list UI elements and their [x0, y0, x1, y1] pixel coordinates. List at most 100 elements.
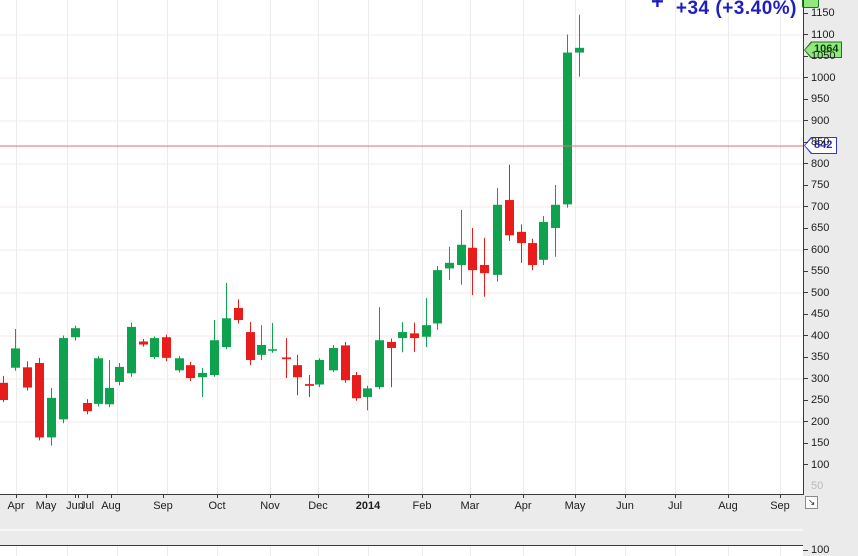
candle-up — [493, 204, 502, 275]
time-axis-tick — [575, 494, 576, 498]
price-axis-tick — [803, 77, 808, 78]
price-axis-tick — [803, 227, 808, 229]
time-axis-label: Aug — [718, 500, 738, 512]
candle-down — [468, 247, 477, 271]
candle-down — [517, 231, 526, 244]
time-axis-label: Oct — [208, 500, 226, 512]
time-axis-label: Aug — [101, 500, 121, 512]
price-axis-tick — [803, 184, 808, 186]
candle-up — [210, 340, 219, 376]
candlestick-chart — [0, 0, 803, 494]
time-axis-tick — [422, 494, 423, 498]
price-axis-label: 600 — [811, 243, 830, 256]
time-axis-label: 2014 — [355, 500, 381, 512]
price-axis-label: 750 — [811, 179, 830, 191]
volume-subpane — [0, 546, 803, 556]
candle-up — [363, 388, 372, 397]
price-axis-label: 900 — [811, 114, 830, 127]
candle-up — [105, 387, 114, 405]
candle-down — [83, 403, 92, 412]
candle-down — [35, 363, 44, 438]
subpane-gridline — [625, 546, 626, 556]
time-axis-tick — [625, 494, 626, 498]
last-price-tag-fill — [805, 42, 841, 58]
subpane-gridline — [575, 546, 576, 556]
time-axis-tick — [217, 494, 218, 498]
candle-down — [162, 337, 171, 358]
price-axis-tick — [803, 313, 808, 315]
price-axis-tick — [803, 34, 808, 35]
time-axis-label: May — [35, 500, 57, 512]
price-axis-label: 450 — [811, 308, 830, 320]
time-axis-label: May — [564, 500, 586, 512]
price-axis-tick — [803, 206, 808, 207]
time-axis-label: Dec — [308, 500, 328, 512]
chart-border-right — [803, 0, 804, 495]
candle-up — [445, 262, 454, 269]
subpane-gridline — [470, 546, 471, 556]
price-axis: 1064 842 100 1150 1100 1050 1000 950 900 850 80… — [802, 0, 858, 556]
candle-down — [341, 345, 350, 381]
candle-down — [505, 200, 514, 236]
price-axis-label: 1150 — [811, 7, 835, 19]
subpane-gridline — [67, 546, 68, 556]
candle-up — [47, 397, 56, 438]
price-axis-tick — [803, 378, 808, 379]
price-axis-label: 100 — [811, 458, 830, 471]
time-axis-tick — [728, 494, 729, 498]
price-axis-tick — [803, 292, 808, 293]
time-axis-tick — [16, 494, 17, 498]
price-axis-tick — [803, 12, 808, 14]
time-axis-label: Jun — [616, 500, 634, 512]
candle-up — [11, 348, 20, 368]
candle-down — [352, 375, 361, 399]
time-axis-label: Sep — [770, 500, 790, 512]
candle-down — [293, 365, 302, 378]
price-axis-tick — [803, 399, 808, 401]
price-axis-label: 350 — [811, 351, 830, 363]
candle-down — [0, 382, 8, 400]
price-axis-label: 1000 — [811, 71, 836, 84]
resize-handle-icon[interactable]: ↘ — [805, 496, 818, 509]
price-axis-tick — [803, 141, 808, 143]
candlestick-chart-pane: + +34 (+3.40%) — [0, 0, 803, 494]
candle-up — [551, 204, 560, 228]
subpane-gridline — [728, 546, 729, 556]
ref-price-tag-value: 842 — [814, 138, 833, 151]
price-axis-label: 700 — [811, 200, 830, 213]
price-axis-label: 500 — [811, 286, 830, 299]
time-axis-tick — [270, 494, 271, 498]
subpane-gridline — [368, 546, 369, 556]
last-price-tag-value: 1064 — [814, 43, 839, 56]
candle-down — [246, 332, 255, 361]
candle-down — [480, 264, 489, 274]
candle-up — [329, 347, 338, 371]
time-axis-label: Mar — [460, 500, 480, 512]
subpane-gridline — [16, 546, 17, 556]
candle-down — [282, 357, 291, 360]
candle-down — [186, 365, 195, 379]
price-axis-tick — [803, 98, 808, 100]
candle-up — [59, 338, 68, 420]
time-axis-tick — [470, 494, 471, 498]
candle-down — [139, 341, 148, 345]
candle-up — [222, 318, 231, 348]
time-axis-tick — [111, 494, 112, 498]
chart-border-bottom — [0, 494, 804, 495]
time-axis-tick — [75, 494, 76, 498]
time-axis-label: Nov — [260, 500, 280, 512]
time-axis-tick — [163, 494, 164, 498]
candle-up — [375, 340, 384, 388]
price-axis-label: 850 — [811, 136, 830, 148]
candle-up — [422, 325, 431, 337]
time-axis-tick — [368, 494, 369, 498]
time-axis-label: Feb — [412, 500, 432, 512]
price-axis-tick — [803, 335, 808, 336]
candle-down — [410, 333, 419, 339]
subpane-gridline — [217, 546, 218, 556]
price-axis-label: 1050 — [811, 50, 836, 62]
candle-up — [457, 244, 466, 265]
candle-down — [305, 384, 314, 386]
price-axis-label-faded: 50 — [811, 480, 824, 492]
